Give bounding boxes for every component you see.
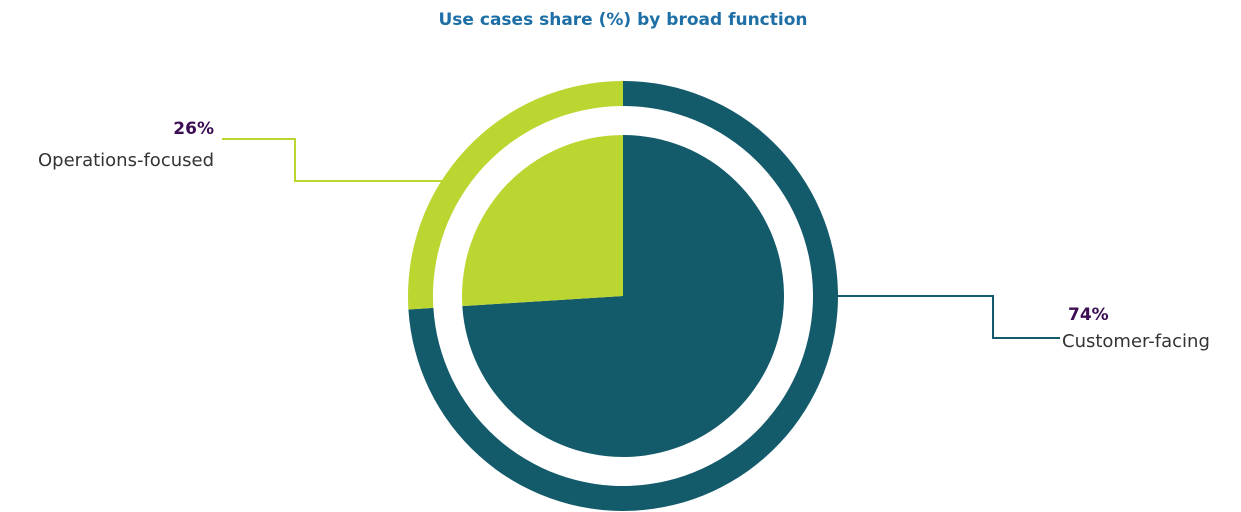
pie-slice — [461, 135, 623, 307]
leader-line — [838, 295, 1060, 339]
value-label: 26% — [173, 119, 214, 139]
ring-segment — [408, 81, 623, 310]
category-label: Operations-focused — [38, 150, 214, 171]
pie-slice — [462, 135, 784, 458]
chart-title: Use cases share (%) by broad function — [439, 10, 808, 30]
category-label: Customer-facing — [1062, 331, 1210, 352]
value-label: 74% — [1068, 305, 1109, 325]
leader-line — [222, 138, 443, 182]
